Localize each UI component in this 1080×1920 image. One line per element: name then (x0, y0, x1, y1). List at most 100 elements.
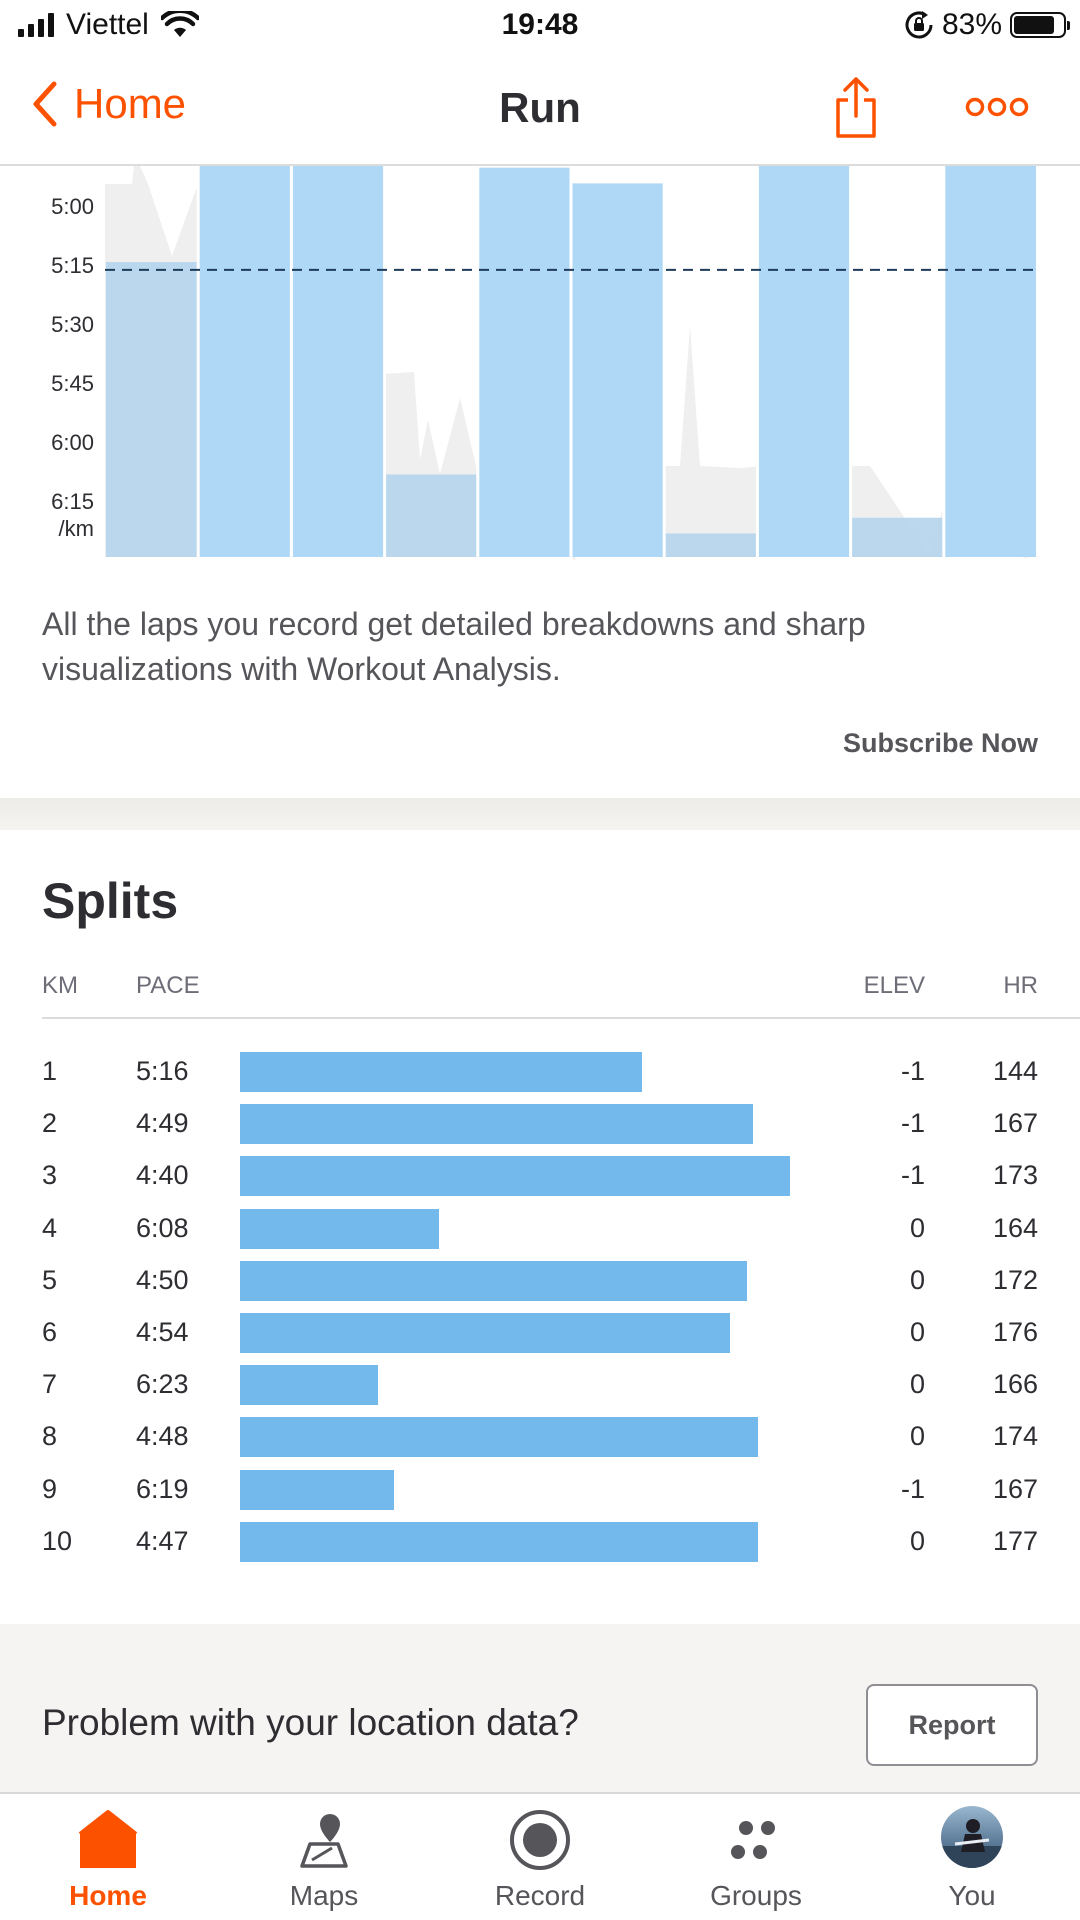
split-row: 7 6:23 0 166 (42, 1357, 1038, 1409)
status-left: Viettel (18, 8, 199, 42)
tab-record[interactable]: Record (432, 1794, 648, 1920)
split-pace-bar (240, 1521, 758, 1562)
lap-bar (572, 183, 664, 557)
split-km: 1 (42, 1056, 58, 1086)
record-icon (510, 1810, 570, 1870)
split-pace: 4:54 (136, 1316, 189, 1347)
tab-home-label: Home (69, 1880, 147, 1911)
split-km: 9 (42, 1473, 58, 1504)
page-title: Run (499, 84, 581, 131)
split-elev: 0 (909, 1212, 925, 1243)
split-row: 6 4:54 0 176 (42, 1305, 1038, 1357)
workout-analysis-description: All the laps you record get detailed bre… (42, 606, 866, 687)
back-button[interactable]: Home (30, 80, 186, 128)
orientation-lock-icon (905, 11, 933, 39)
split-km: 5 (42, 1264, 58, 1295)
lap-bar (106, 262, 198, 557)
lap-bar (851, 517, 943, 557)
split-hr: 166 (992, 1369, 1038, 1400)
y-tick-label: 5:00 (51, 194, 94, 219)
signal-icon (18, 13, 54, 37)
status-time: 19:48 (501, 8, 579, 41)
split-pace-bar (240, 1104, 754, 1145)
split-hr: 176 (992, 1316, 1038, 1347)
split-pace-bar (240, 1365, 378, 1406)
groups-icon (731, 1821, 775, 1859)
splits-header-divider (42, 1017, 1080, 1019)
status-right: 83% (904, 8, 1070, 42)
share-button[interactable] (832, 76, 880, 145)
lap-bar (665, 533, 757, 557)
split-hr: 144 (992, 1056, 1038, 1086)
split-km: 3 (42, 1160, 58, 1191)
tab-you[interactable]: You (864, 1794, 1080, 1920)
split-pace-bar (240, 1052, 643, 1092)
split-km: 10 (42, 1525, 73, 1556)
y-tick-label: 6:15 (51, 489, 94, 514)
lap-bar (385, 474, 477, 557)
lap-bar (199, 166, 291, 557)
tab-home[interactable]: Home (0, 1794, 216, 1920)
report-button[interactable]: Report (866, 1684, 1038, 1766)
tab-maps[interactable]: Maps (216, 1794, 432, 1920)
back-label: Home (74, 80, 187, 127)
lap-chart-svg (105, 166, 1037, 560)
split-elev: 0 (909, 1264, 925, 1295)
split-pace: 4:48 (136, 1421, 189, 1452)
split-pace: 6:19 (136, 1473, 189, 1504)
y-tick-label: 5:45 (51, 371, 94, 396)
maps-icon (300, 1814, 348, 1868)
lap-pace-chart: 5:00 5:15 5:30 5:45 6:00 6:15/km (0, 166, 1080, 560)
tab-maps-label: Maps (289, 1880, 359, 1911)
home-icon (78, 1810, 138, 1868)
split-elev: 0 (909, 1421, 925, 1452)
lap-bar (292, 166, 384, 557)
split-elev: -1 (900, 1473, 925, 1504)
tab-groups[interactable]: Groups (648, 1794, 864, 1920)
split-pace-bar (240, 1417, 758, 1458)
y-tick-label: 6:00 (51, 430, 94, 455)
header-km: KM (42, 972, 78, 999)
more-button[interactable] (964, 96, 1030, 123)
split-km: 8 (42, 1421, 58, 1452)
split-pace: 6:23 (136, 1369, 189, 1400)
tab-bar: Home Maps Record Groups (0, 1792, 1080, 1920)
header-elev: ELEV (863, 972, 925, 999)
subscribe-now-link[interactable]: Subscribe Now (842, 728, 1038, 758)
split-km: 2 (42, 1108, 58, 1139)
split-hr: 167 (992, 1108, 1038, 1139)
nav-bar: Home Run (0, 54, 1080, 166)
avatar (941, 1806, 1003, 1868)
split-elev: -1 (900, 1108, 925, 1139)
section-divider (0, 798, 1080, 830)
split-hr: 167 (992, 1473, 1038, 1504)
header-pace: PACE (136, 972, 200, 999)
split-km: 6 (42, 1316, 58, 1347)
split-pace-bar (240, 1469, 394, 1510)
split-elev: -1 (900, 1056, 925, 1086)
split-row: 10 4:47 0 177 (42, 1514, 1038, 1566)
split-hr: 177 (992, 1525, 1038, 1556)
tab-record-label: Record (494, 1880, 586, 1911)
location-problem-text: Problem with your location data? (42, 1702, 579, 1743)
carrier-name: Viettel (66, 8, 149, 41)
splits-table: 1 5:16 -1 144 2 4:49 -1 167 3 4:40 -1 173 4 6:08 0 164 5… (42, 1044, 1038, 1566)
split-row: 9 6:19 -1 167 (42, 1462, 1038, 1514)
split-hr: 174 (992, 1421, 1038, 1452)
split-elev: 0 (909, 1525, 925, 1556)
split-pace: 4:49 (136, 1108, 189, 1139)
share-icon (836, 77, 876, 138)
tab-you-label: You (948, 1880, 996, 1911)
battery-percent: 83% (941, 8, 1002, 41)
status-bar: Viettel 19:48 83% (0, 0, 1080, 54)
split-elev: 0 (909, 1369, 925, 1400)
split-pace-bar (240, 1156, 790, 1197)
battery-icon (1010, 12, 1070, 38)
y-unit-label: /km (58, 516, 94, 541)
tab-groups-label: Groups (710, 1880, 802, 1911)
split-elev: 0 (909, 1316, 925, 1347)
more-icon (965, 97, 1029, 117)
split-hr: 164 (992, 1212, 1038, 1243)
wifi-icon (160, 11, 199, 37)
split-hr: 172 (992, 1264, 1038, 1295)
